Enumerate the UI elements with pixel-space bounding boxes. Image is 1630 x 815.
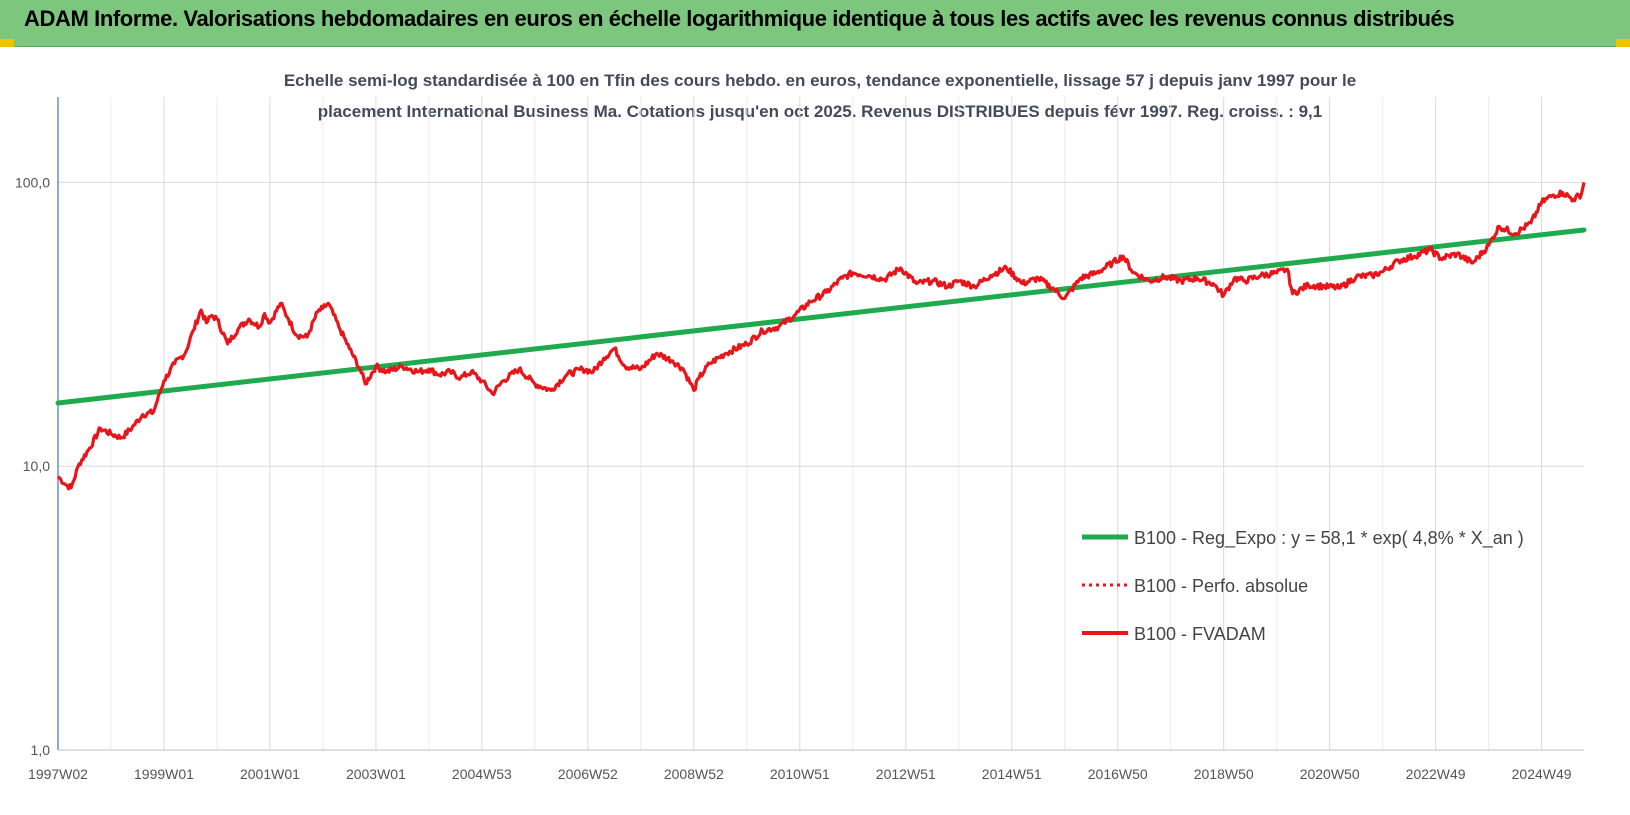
corner-marker-right xyxy=(1616,39,1630,47)
chart-subtitle-line2: placement International Business Ma. Cot… xyxy=(318,102,1323,121)
x-tick-label: 2004W53 xyxy=(452,766,512,782)
header-bar: ADAM Informe. Valorisations hebdomadaire… xyxy=(0,0,1630,47)
x-tick-label: 2016W50 xyxy=(1088,766,1148,782)
y-tick-label: 1,0 xyxy=(31,742,51,758)
corner-marker-left xyxy=(0,39,14,47)
chart: Echelle semi-log standardisée à 100 en T… xyxy=(15,71,1587,782)
trend-series-line xyxy=(55,227,1587,406)
y-tick-label: 100,0 xyxy=(15,174,50,190)
x-tick-label: 2003W01 xyxy=(346,766,406,782)
x-tick-label: 2020W50 xyxy=(1300,766,1360,782)
page-title: ADAM Informe. Valorisations hebdomadaire… xyxy=(24,6,1455,31)
x-tick-label: 1999W01 xyxy=(134,766,194,782)
legend-label: B100 - FVADAM xyxy=(1134,624,1266,644)
x-tick-label: 2001W01 xyxy=(240,766,300,782)
fvadam-series-line xyxy=(56,182,1586,491)
legend-label: B100 - Reg_Expo : y = 58,1 * exp( 4,8% *… xyxy=(1134,528,1524,549)
x-tick-label: 1997W02 xyxy=(28,766,88,782)
x-tick-label: 2024W49 xyxy=(1512,766,1572,782)
x-tick-label: 2012W51 xyxy=(876,766,936,782)
chart-area: Echelle semi-log standardisée à 100 en T… xyxy=(0,47,1630,815)
x-tick-label: 2008W52 xyxy=(664,766,724,782)
chart-subtitle-line1: Echelle semi-log standardisée à 100 en T… xyxy=(284,71,1356,90)
x-tick-label: 2022W49 xyxy=(1406,766,1466,782)
x-tick-label: 2006W52 xyxy=(558,766,618,782)
x-tick-label: 2010W51 xyxy=(770,766,830,782)
x-tick-label: 2014W51 xyxy=(982,766,1042,782)
y-tick-label: 10,0 xyxy=(23,458,50,474)
legend-label: B100 - Perfo. absolue xyxy=(1134,576,1308,596)
x-tick-label: 2018W50 xyxy=(1194,766,1254,782)
